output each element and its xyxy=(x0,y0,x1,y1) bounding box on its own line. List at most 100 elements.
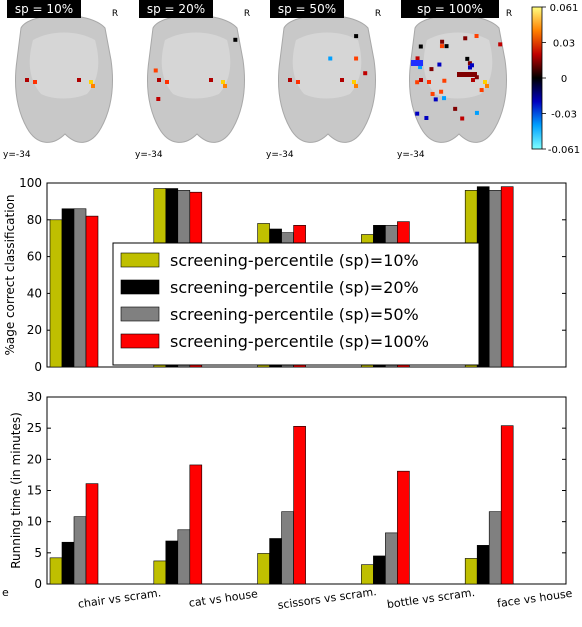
activation-voxel xyxy=(465,56,470,61)
y-tick-label: 20 xyxy=(27,452,42,466)
y-tick-label: 30 xyxy=(27,390,42,404)
brain-interior xyxy=(292,32,362,99)
activation-voxel xyxy=(440,39,445,44)
panel-label-box xyxy=(270,0,344,18)
y-tick-label: 5 xyxy=(34,546,42,560)
y-tick-label: 10 xyxy=(27,515,42,529)
brain-panel: sp = 20% Ry=-34 xyxy=(135,0,250,160)
activation-voxel xyxy=(415,111,420,116)
bar xyxy=(189,464,203,585)
bar xyxy=(73,516,87,585)
x-tick-label: face vs house xyxy=(496,587,573,610)
activation-voxel xyxy=(427,80,431,84)
activation-voxel xyxy=(221,80,225,84)
accuracy-bar-chart: 0 20 40 60 80 100%age correct classification s… xyxy=(3,176,567,374)
bar xyxy=(500,425,514,585)
activation-voxel xyxy=(474,34,479,39)
activation-voxel xyxy=(469,63,474,68)
activation-voxel xyxy=(479,88,484,93)
brain-panels: sp = 10% Ry=-34 sp = 20% Ry=-34 sp = 50% Ry=-… xyxy=(3,0,512,160)
coordinate-label: y=-34 xyxy=(3,150,31,160)
bar xyxy=(61,208,75,368)
activation-voxel xyxy=(419,78,423,82)
activation-voxel xyxy=(453,106,458,111)
legend-swatch xyxy=(120,306,160,322)
activation-voxel xyxy=(468,65,473,70)
activation-voxel xyxy=(457,72,477,77)
activation-voxel xyxy=(25,78,29,82)
bar xyxy=(281,511,294,585)
bar xyxy=(257,553,270,585)
activation-voxel xyxy=(411,60,423,66)
bar xyxy=(373,555,386,585)
activation-voxel xyxy=(354,84,358,88)
bar xyxy=(488,511,502,585)
activation-voxel xyxy=(498,42,503,47)
bar xyxy=(293,425,306,585)
bar xyxy=(397,470,410,585)
x-tick-label: chair vs scram. xyxy=(77,586,162,611)
bar xyxy=(361,564,374,585)
brain-interior xyxy=(423,32,493,99)
activation-voxel xyxy=(460,116,465,121)
orientation-label: R xyxy=(112,9,118,19)
activation-voxel xyxy=(354,34,359,39)
activation-voxel xyxy=(442,96,447,101)
running-time-bar-chart: 0 5 10 15 20 25 30 Running time (in minutes) cha… xyxy=(2,390,573,612)
panel-label: sp = 20% xyxy=(147,2,205,16)
colorbar-tick-label: 0.061 xyxy=(550,3,579,14)
y-tick-label: 40 xyxy=(27,286,42,300)
activation-voxel xyxy=(474,75,479,80)
brain-interior xyxy=(161,32,231,99)
x-tick-label: scissors vs scram. xyxy=(277,585,378,612)
colorbar-tick-label: -0.061 xyxy=(548,145,580,156)
activation-voxel xyxy=(415,80,420,85)
bar xyxy=(73,208,87,368)
y-tick-label: 60 xyxy=(27,250,42,264)
bar xyxy=(269,538,282,585)
legend-label: screening-percentile (sp)=100% xyxy=(170,332,429,351)
brain-panel: sp = 10% Ry=-34 xyxy=(3,0,118,160)
activation-voxel xyxy=(352,80,356,84)
activation-voxel xyxy=(363,71,368,76)
bar xyxy=(49,557,63,585)
coordinate-label: y=-34 xyxy=(397,150,425,160)
activation-voxel xyxy=(296,80,300,84)
activation-voxel xyxy=(439,89,444,94)
activation-voxel xyxy=(354,56,359,61)
activation-voxel xyxy=(233,37,238,42)
activation-voxel xyxy=(328,56,333,61)
y-tick-label: 25 xyxy=(27,421,42,435)
bar xyxy=(61,541,75,585)
x-label-leading: e xyxy=(2,586,9,599)
bar xyxy=(177,529,191,585)
bar xyxy=(85,215,99,368)
panel-label-box xyxy=(139,0,213,18)
panel-label: sp = 50% xyxy=(278,2,336,16)
orientation-label: R xyxy=(506,9,512,19)
legend-label: screening-percentile (sp)=20% xyxy=(170,278,419,297)
activation-voxel xyxy=(471,78,475,82)
y-tick-label: 80 xyxy=(27,213,42,227)
activation-voxel xyxy=(444,44,449,49)
x-tick-label: cat vs house xyxy=(188,587,259,610)
activation-voxel xyxy=(474,110,479,115)
bar xyxy=(49,219,63,368)
bar xyxy=(385,532,398,585)
activation-voxel xyxy=(463,36,468,41)
activation-voxel xyxy=(157,78,161,82)
coordinate-label: y=-34 xyxy=(266,150,294,160)
bar xyxy=(165,540,179,585)
activation-voxel xyxy=(437,62,442,67)
activation-voxel xyxy=(89,80,93,84)
panel-label: sp = 10% xyxy=(15,2,73,16)
y-tick-label: 15 xyxy=(27,484,42,498)
legend-box xyxy=(112,242,480,366)
activation-voxel xyxy=(415,56,420,61)
activation-voxel xyxy=(439,44,444,49)
bar xyxy=(476,545,490,585)
activation-voxel xyxy=(156,97,161,102)
activation-voxel xyxy=(77,78,81,82)
colorbar-gradient xyxy=(531,6,543,150)
